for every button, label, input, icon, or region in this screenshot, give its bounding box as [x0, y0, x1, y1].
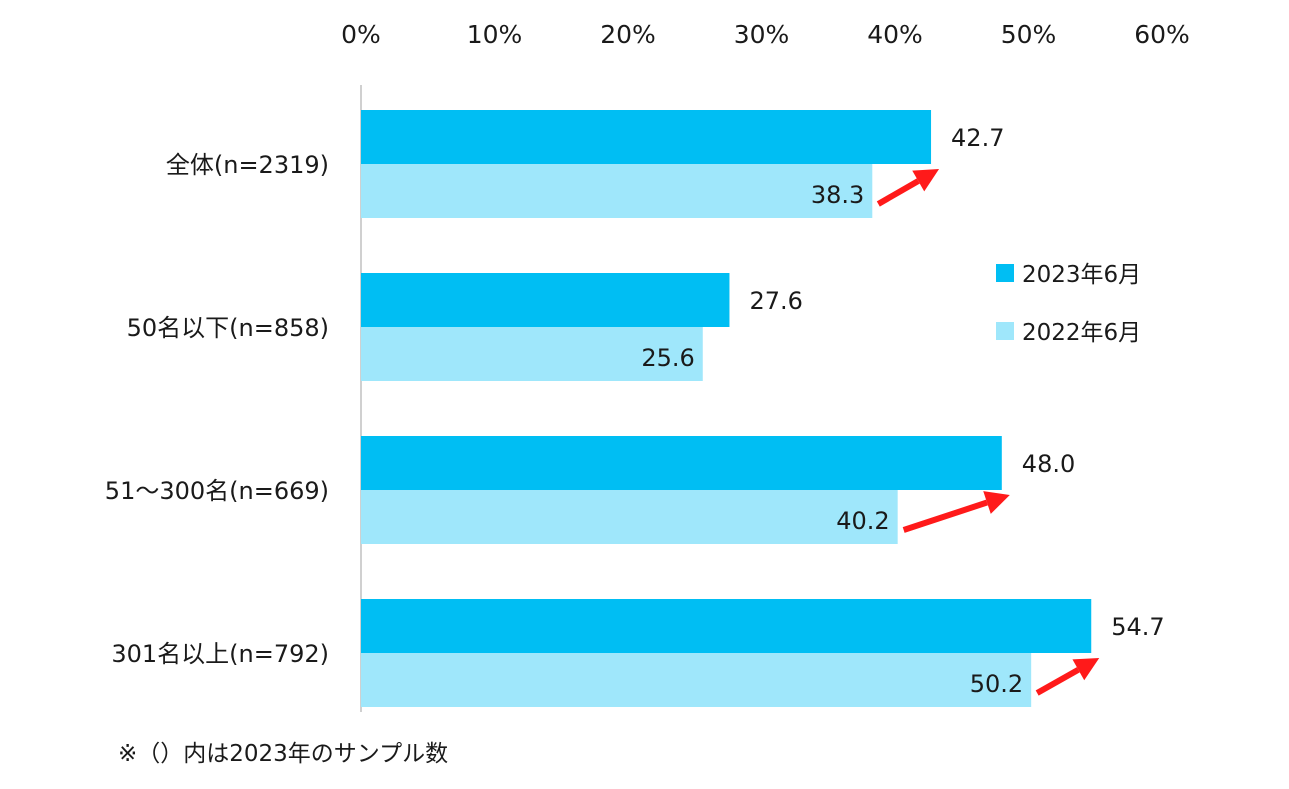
legend-swatch	[996, 322, 1014, 340]
data-label: 50.2	[970, 670, 1023, 698]
bar-2022	[361, 327, 703, 381]
x-tick-label: 30%	[734, 20, 790, 49]
category-labels: 全体(n=2319) 50名以下(n=858) 51～300名(n=669) 301名…	[105, 151, 329, 668]
increase-arrow-head	[912, 169, 940, 192]
legend-label: 2022年6月	[1022, 320, 1141, 346]
legend: 2023年6月 2022年6月	[996, 262, 1141, 346]
increase-arrow-head	[1072, 658, 1100, 681]
legend-swatch	[996, 264, 1014, 282]
x-tick-label: 50%	[1001, 20, 1057, 49]
x-tick-label: 10%	[467, 20, 523, 49]
data-label: 48.0	[1022, 450, 1075, 478]
bar-2022	[361, 653, 1032, 707]
bar-2022	[361, 490, 898, 544]
x-tick-labels: 0% 10% 20% 30% 40% 50% 60%	[341, 20, 1190, 49]
bar-2023	[361, 599, 1092, 653]
data-label: 27.6	[749, 287, 802, 315]
increase-arrow-shaft	[902, 499, 988, 533]
x-tick-label: 0%	[341, 20, 381, 49]
data-label: 42.7	[951, 124, 1004, 152]
increase-arrows	[876, 169, 1100, 696]
bar-2023	[361, 273, 730, 327]
x-tick-label: 60%	[1134, 20, 1190, 49]
category-label: 全体(n=2319)	[166, 151, 329, 179]
legend-label: 2023年6月	[1022, 262, 1141, 288]
increase-arrow-head	[983, 491, 1010, 514]
data-label: 54.7	[1111, 613, 1164, 641]
bar-2023	[361, 436, 1002, 490]
increase-arrow-shaft	[876, 178, 920, 207]
category-label: 301名以上(n=792)	[111, 640, 329, 668]
bars: 42.7 38.3 27.6 25.6 48.0 40.2 54.7 50.2	[361, 110, 1165, 707]
x-tick-label: 20%	[600, 20, 656, 49]
data-label: 25.6	[641, 344, 694, 372]
data-label: 40.2	[836, 507, 889, 535]
category-label: 51～300名(n=669)	[105, 477, 329, 505]
sample-size-note: ※（）内は2023年のサンプル数	[118, 741, 449, 767]
data-label: 38.3	[811, 181, 864, 209]
x-tick-label: 40%	[867, 20, 923, 49]
bar-2023	[361, 110, 932, 164]
increase-arrow-shaft	[1035, 667, 1080, 696]
bar-2022	[361, 164, 873, 218]
category-label: 50名以下(n=858)	[127, 314, 329, 342]
